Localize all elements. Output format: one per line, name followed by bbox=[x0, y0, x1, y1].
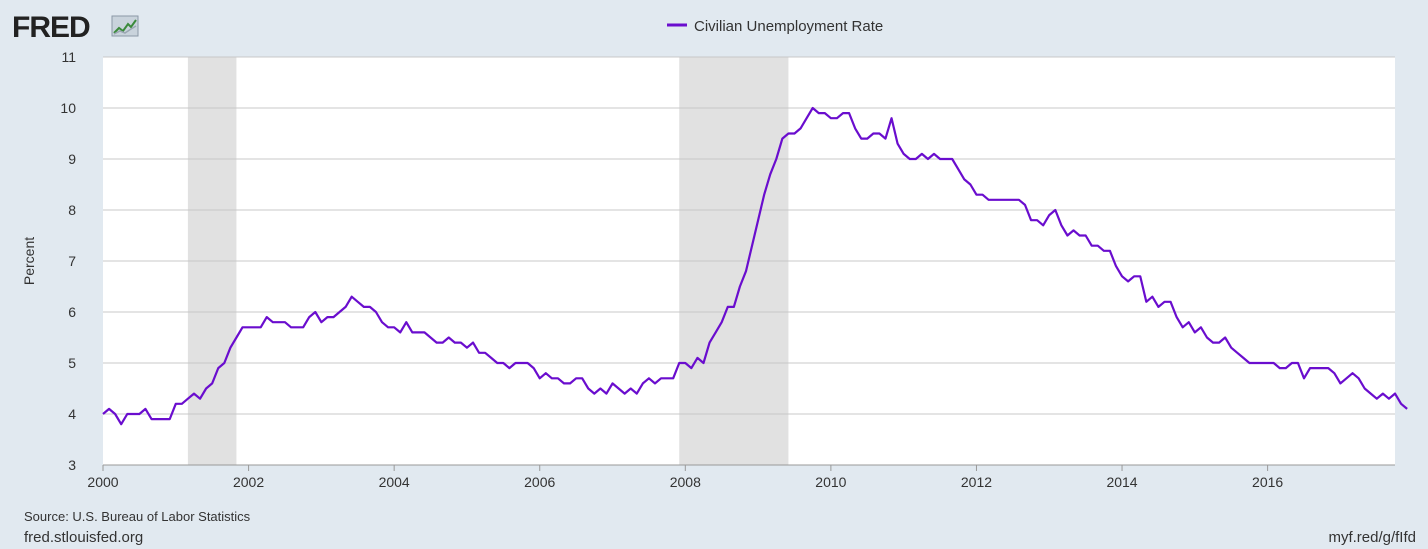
y-axis-label: Percent bbox=[21, 237, 37, 285]
x-tick-label: 2002 bbox=[233, 474, 264, 490]
x-tick-labels: 2000 2002 2004 2006 2008 2010 2012 2014 2016 bbox=[87, 465, 1283, 490]
series-layer bbox=[102, 106, 1408, 426]
y-tick-label: 9 bbox=[68, 151, 76, 167]
y-tick-label: 5 bbox=[68, 355, 76, 371]
x-tick-label: 2010 bbox=[815, 474, 846, 490]
x-tick-label: 2004 bbox=[379, 474, 410, 490]
y-tick-label: 11 bbox=[61, 49, 76, 65]
x-tick-label: 2006 bbox=[524, 474, 555, 490]
y-tick-label: 6 bbox=[68, 304, 76, 320]
series-line[interactable] bbox=[102, 106, 1408, 426]
x-tick-label: 2012 bbox=[961, 474, 992, 490]
legend-label: Civilian Unemployment Rate bbox=[694, 18, 883, 35]
fred-logo-chart-icon bbox=[111, 15, 139, 37]
fred-logo-text: FRED bbox=[12, 11, 90, 44]
y-tick-label: 4 bbox=[68, 406, 76, 422]
y-tick-labels: 3 4 5 6 7 8 9 10 11 bbox=[60, 49, 76, 473]
site-link[interactable]: fred.stlouisfed.org bbox=[24, 529, 144, 546]
x-tick-label: 2000 bbox=[87, 474, 118, 490]
y-tick-label: 8 bbox=[68, 202, 76, 218]
short-url-link[interactable]: myf.red/g/fIfd bbox=[1328, 529, 1416, 546]
y-tick-label: 3 bbox=[68, 457, 76, 473]
y-tick-label: 7 bbox=[68, 253, 76, 269]
x-tick-label: 2008 bbox=[670, 474, 701, 490]
legend: Civilian Unemployment Rate bbox=[667, 18, 883, 35]
x-tick-label: 2016 bbox=[1252, 474, 1283, 490]
y-tick-label: 10 bbox=[60, 100, 76, 116]
x-tick-label: 2014 bbox=[1106, 474, 1137, 490]
fred-logo[interactable]: FRED bbox=[12, 11, 139, 44]
source-note: Source: U.S. Bureau of Labor Statistics bbox=[24, 509, 251, 524]
